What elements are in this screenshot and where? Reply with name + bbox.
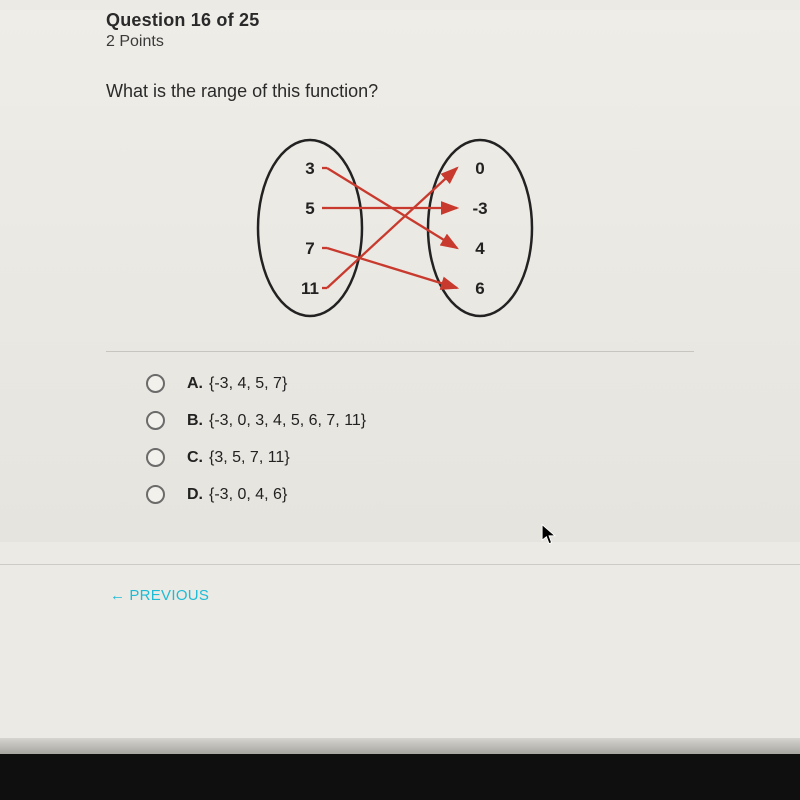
radio-button[interactable] [146, 485, 165, 504]
option-b[interactable]: B. {-3, 0, 3, 4, 5, 6, 7, 11} [146, 411, 694, 430]
svg-text:5: 5 [305, 199, 314, 218]
mouse-cursor-icon [540, 523, 558, 547]
answer-options: A. {-3, 4, 5, 7} B. {-3, 0, 3, 4, 5, 6, 7, … [106, 374, 694, 504]
option-text: {-3, 0, 4, 6} [209, 486, 287, 503]
option-letter: B. [187, 412, 203, 429]
radio-button[interactable] [146, 448, 165, 467]
divider-line [106, 351, 694, 352]
question-prompt: What is the range of this function? [106, 81, 694, 102]
option-letter: A. [187, 375, 203, 392]
quiz-screen: Question 16 of 25 2 Points What is the r… [0, 0, 800, 800]
svg-text:7: 7 [305, 239, 314, 258]
option-text: {-3, 4, 5, 7} [209, 375, 287, 392]
question-content: Question 16 of 25 2 Points What is the r… [0, 10, 800, 542]
svg-text:4: 4 [475, 239, 485, 258]
option-letter: D. [187, 486, 203, 503]
arrow-left-icon: ← [110, 587, 125, 604]
svg-text:0: 0 [475, 159, 484, 178]
mapping-svg: 3 5 7 11 0 -3 4 6 [225, 128, 565, 328]
previous-label: PREVIOUS [129, 587, 209, 604]
option-text: {3, 5, 7, 11} [209, 449, 290, 466]
function-mapping-diagram: 3 5 7 11 0 -3 4 6 [225, 128, 575, 333]
svg-text:6: 6 [475, 279, 484, 298]
svg-text:3: 3 [305, 159, 314, 178]
previous-button[interactable]: ← PREVIOUS [0, 565, 800, 628]
svg-text:-3: -3 [472, 199, 487, 218]
option-a[interactable]: A. {-3, 4, 5, 7} [146, 374, 694, 393]
question-points: 2 Points [106, 33, 694, 51]
question-number: Question 16 of 25 [106, 10, 694, 31]
svg-text:11: 11 [301, 279, 319, 298]
option-letter: C. [187, 449, 203, 466]
radio-button[interactable] [146, 374, 165, 393]
monitor-bezel-edge [0, 738, 800, 754]
radio-button[interactable] [146, 411, 165, 430]
option-d[interactable]: D. {-3, 0, 4, 6} [146, 485, 694, 504]
option-text: {-3, 0, 3, 4, 5, 6, 7, 11} [209, 412, 366, 429]
option-c[interactable]: C. {3, 5, 7, 11} [146, 448, 694, 467]
monitor-bezel [0, 754, 800, 800]
